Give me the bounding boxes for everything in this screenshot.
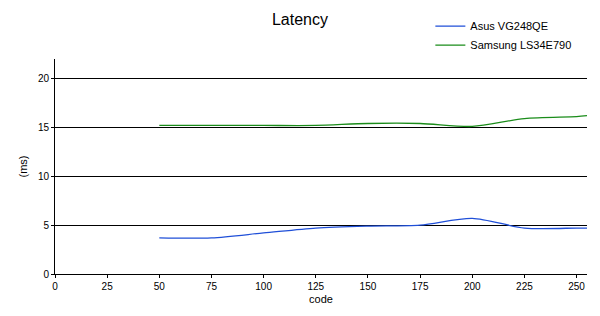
svg-text:25: 25 bbox=[102, 281, 114, 292]
svg-text:20: 20 bbox=[38, 73, 50, 84]
svg-text:Samsung LS34E790: Samsung LS34E790 bbox=[470, 39, 571, 51]
svg-text:Asus VG248QE: Asus VG248QE bbox=[470, 20, 548, 32]
svg-text:250: 250 bbox=[568, 281, 585, 292]
svg-text:(ms): (ms) bbox=[17, 156, 29, 178]
svg-text:10: 10 bbox=[38, 171, 50, 182]
svg-text:225: 225 bbox=[516, 281, 533, 292]
svg-text:0: 0 bbox=[52, 281, 58, 292]
svg-text:0: 0 bbox=[43, 269, 49, 280]
svg-text:125: 125 bbox=[307, 281, 324, 292]
svg-text:code: code bbox=[309, 293, 333, 305]
svg-text:200: 200 bbox=[464, 281, 481, 292]
svg-text:50: 50 bbox=[154, 281, 166, 292]
svg-text:150: 150 bbox=[360, 281, 377, 292]
svg-text:75: 75 bbox=[206, 281, 218, 292]
svg-text:100: 100 bbox=[255, 281, 272, 292]
svg-text:Latency: Latency bbox=[272, 11, 328, 28]
svg-text:5: 5 bbox=[43, 220, 49, 231]
svg-text:175: 175 bbox=[412, 281, 429, 292]
svg-text:15: 15 bbox=[38, 122, 50, 133]
